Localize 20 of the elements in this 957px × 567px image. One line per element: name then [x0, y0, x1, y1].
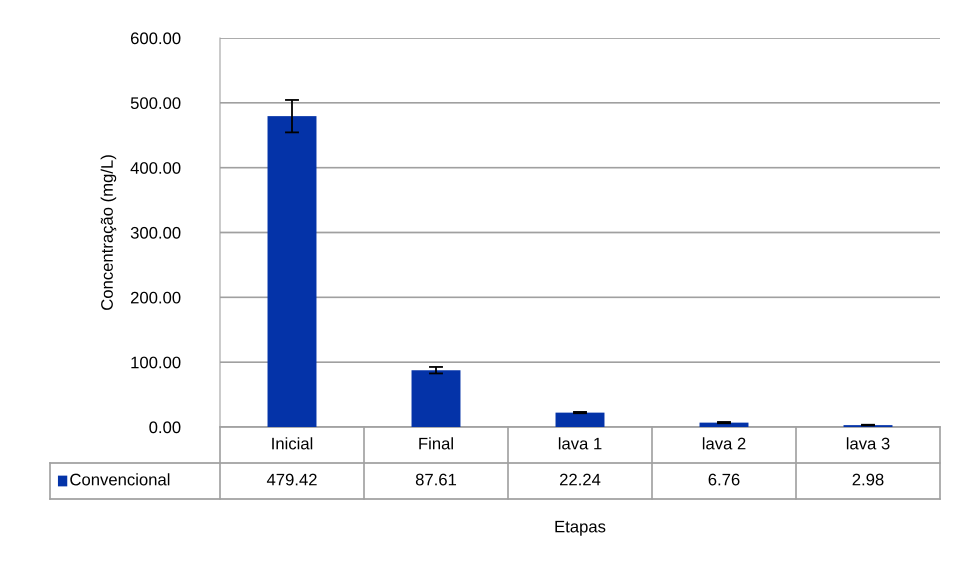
y-tick-label: 500.00 [130, 97, 180, 110]
x-tick-label: lava 2 [702, 437, 746, 450]
y-tick-label: 300.00 [130, 226, 180, 239]
x-tick-label: lava 3 [846, 437, 890, 450]
data-label: 2.98 [852, 474, 884, 486]
data-label: 479.42 [266, 474, 317, 486]
y-tick-label: 400.00 [130, 162, 180, 174]
x-tick-label: Final [419, 437, 453, 450]
y-tick-label: 600.00 [130, 32, 180, 44]
y-tick-label: 0.00 [149, 421, 180, 434]
data-label: 22.24 [560, 474, 600, 486]
y-tick-label: 100.00 [131, 356, 180, 368]
x-axis-title: Etapas [555, 520, 606, 536]
y-tick-label: 200.00 [130, 292, 180, 304]
data-label: 6.76 [708, 474, 740, 486]
x-tick-label: Inicial [272, 437, 312, 450]
legend-label: Convencional [70, 473, 170, 486]
x-tick-label: lava 1 [558, 437, 602, 450]
y-axis-title: Concentração (mg/L) [100, 155, 116, 310]
data-label: 87.61 [416, 474, 456, 486]
